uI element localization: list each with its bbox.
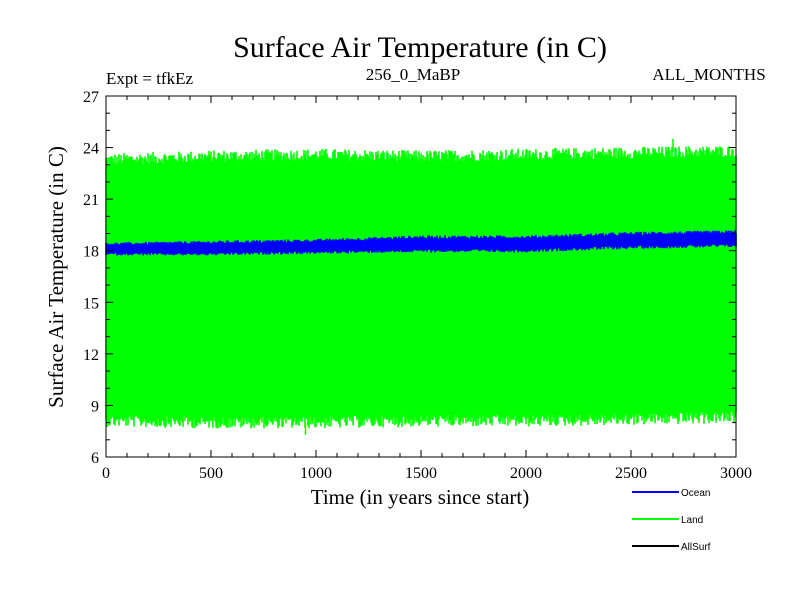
series-ocean — [105, 230, 737, 256]
series-land — [105, 146, 737, 429]
legend-label-allsurf: AllSurf — [681, 542, 711, 553]
y-tick-label: 27 — [83, 89, 99, 106]
x-tick-label: 2500 — [615, 465, 647, 482]
y-tick-label: 21 — [83, 192, 99, 209]
axis-ticks: 0 500 1000 1500 2000 2500 3000 6 9 12 15 18 21 24 27 — [83, 89, 752, 482]
x-tick-label: 500 — [199, 465, 223, 482]
x-tick-label: 1000 — [300, 465, 332, 482]
chart-title: Surface Air Temperature (in C) — [233, 31, 607, 64]
x-tick-label: 3000 — [720, 465, 752, 482]
y-tick-label: 9 — [91, 398, 99, 415]
x-tick-label: 1500 — [405, 465, 437, 482]
annotation-expt: Expt = tfkEz — [106, 69, 193, 88]
y-tick-label: 12 — [83, 347, 99, 364]
y-tick-label: 6 — [91, 450, 99, 467]
y-tick-label: 15 — [83, 295, 99, 312]
x-axis-label: Time (in years since start) — [311, 485, 530, 509]
legend-label-ocean: Ocean — [681, 488, 710, 499]
annotation-months: ALL_MONTHS — [652, 65, 765, 84]
x-tick-label: 0 — [102, 465, 110, 482]
x-tick-label: 2000 — [510, 465, 542, 482]
annotation-age: 256_0_MaBP — [366, 65, 460, 84]
legend-label-land: Land — [681, 515, 703, 526]
legend: Ocean Land AllSurf — [632, 488, 711, 553]
y-tick-label: 24 — [83, 141, 99, 158]
y-tick-label: 18 — [83, 244, 99, 261]
y-axis-label: Surface Air Temperature (in C) — [44, 146, 68, 408]
plot-area — [105, 138, 737, 435]
